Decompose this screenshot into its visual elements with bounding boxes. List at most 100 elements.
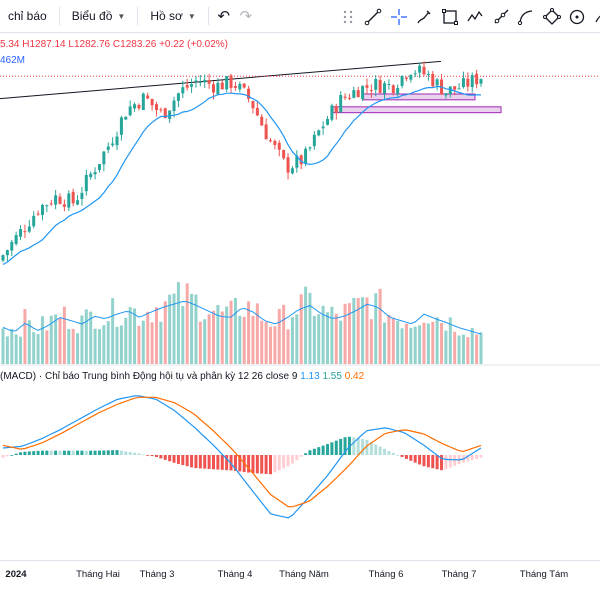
close-value: C1283.26 — [112, 39, 157, 50]
histogram-bar — [168, 455, 172, 462]
toolbar-divider — [137, 7, 139, 25]
moving-average-line — [2, 85, 481, 266]
volume-bar — [185, 283, 189, 364]
volume-bar — [80, 315, 84, 364]
chart-canvas[interactable] — [0, 34, 600, 560]
volume-bar — [225, 306, 229, 364]
histogram-bar — [383, 448, 387, 455]
histogram-bar — [247, 455, 251, 473]
volume-bar — [404, 323, 408, 364]
x-label-apr: Tháng 4 — [217, 569, 253, 580]
volume-bar — [374, 293, 378, 364]
indicators-button[interactable]: chỉ báo — [0, 0, 55, 33]
volume-bar — [198, 321, 202, 364]
volume-bar — [396, 320, 400, 364]
histogram-bar — [181, 455, 185, 466]
volume-bar — [176, 282, 180, 364]
volume-bar — [426, 323, 430, 364]
histogram-bar — [435, 455, 439, 470]
volume-bar — [255, 303, 259, 364]
redo-icon[interactable]: ↷ — [239, 8, 253, 25]
x-label-mar: Tháng 3 — [139, 569, 175, 580]
candle-body — [36, 213, 40, 215]
candle-body — [260, 116, 264, 126]
histogram-bar — [71, 450, 75, 455]
histogram-bar — [440, 455, 444, 471]
macd-name: (MACD) — [0, 371, 37, 382]
candle-body — [111, 143, 115, 146]
histogram-bar — [369, 442, 373, 455]
candle-body — [453, 86, 457, 90]
histogram-bar — [93, 450, 97, 455]
path-icon[interactable] — [463, 0, 489, 33]
volume-bar — [128, 307, 132, 364]
histogram-bar — [321, 445, 325, 455]
volume-bar — [27, 320, 31, 364]
crosshair-tool-icon[interactable] — [386, 0, 412, 33]
arc-icon[interactable] — [590, 0, 600, 33]
candle-body — [413, 73, 417, 75]
volume-bar — [435, 317, 439, 364]
volume-bar — [286, 329, 290, 364]
volume-bar — [247, 301, 251, 364]
candle-body — [282, 150, 286, 159]
undo-icon[interactable]: ↶ — [217, 8, 231, 25]
time-axis[interactable]: 2024 Tháng Hai Tháng 3 Tháng 4 Tháng Năm… — [0, 560, 600, 600]
histogram-bar — [23, 451, 27, 455]
histogram-bar — [10, 454, 14, 456]
volume-bar — [203, 319, 207, 364]
volume-bar — [431, 321, 435, 364]
curve-icon[interactable] — [514, 0, 540, 33]
volume-bar — [290, 317, 294, 364]
volume-bar — [260, 320, 264, 364]
volume-bar — [242, 316, 246, 364]
candle-body — [115, 136, 119, 146]
candle-body — [326, 119, 330, 125]
volume-bar — [356, 297, 360, 364]
histogram-bar — [159, 455, 163, 459]
volume-bar — [194, 294, 198, 364]
macd-line — [2, 395, 482, 519]
candle-body — [295, 155, 299, 168]
toolbar-divider — [58, 7, 60, 25]
candle-body — [470, 75, 474, 88]
volume-bar — [233, 297, 237, 364]
ray-icon[interactable] — [488, 0, 514, 33]
candle-body — [404, 77, 408, 79]
volume-bar — [304, 286, 308, 364]
drag-handle-icon[interactable] — [335, 0, 361, 33]
brush-icon[interactable] — [412, 0, 438, 33]
rectangle-icon[interactable] — [437, 0, 463, 33]
macd-legend: (MACD) · Chỉ báo Trung bình Động hội tụ … — [0, 371, 364, 382]
histogram-bar — [238, 455, 242, 472]
top-toolbar: chỉ báo Biểu đồ ▼ Hồ sơ ▼ ↶ ↷ — [0, 0, 600, 33]
volume-bar — [413, 326, 417, 364]
circle-icon[interactable] — [565, 0, 591, 33]
trend-line-icon[interactable] — [361, 0, 387, 33]
histogram-bar — [426, 455, 430, 468]
candle-body — [299, 155, 303, 165]
volume-bar — [383, 322, 387, 364]
signal-line — [2, 396, 482, 508]
histogram-bar — [102, 450, 106, 455]
support-zone-upper — [362, 93, 476, 101]
candle-body — [40, 204, 44, 215]
histogram-bar — [404, 455, 408, 459]
candle-body — [347, 97, 351, 99]
histogram-value: 0.42 — [344, 371, 365, 382]
chart-menu-button[interactable]: Biểu đồ ▼ — [64, 0, 134, 33]
volume-bar — [137, 325, 141, 364]
histogram-bar — [176, 455, 180, 464]
change-value: +0.22 (+0.02%) — [159, 39, 228, 50]
histogram-bar — [45, 450, 49, 455]
histogram-bar — [89, 450, 93, 455]
low-value: L1282.76 — [68, 39, 111, 50]
histogram-bar — [374, 444, 378, 455]
candle-body — [479, 79, 483, 84]
histogram-bar — [97, 450, 101, 455]
candle-body — [198, 81, 202, 83]
profile-menu-button[interactable]: Hồ sơ ▼ — [142, 0, 203, 33]
ohlc-legend: 5.34 H1287.14 L1282.76 C1283.26 +0.22 (+… — [0, 39, 228, 50]
volume-bar — [102, 325, 106, 364]
polyline-icon[interactable] — [539, 0, 565, 33]
